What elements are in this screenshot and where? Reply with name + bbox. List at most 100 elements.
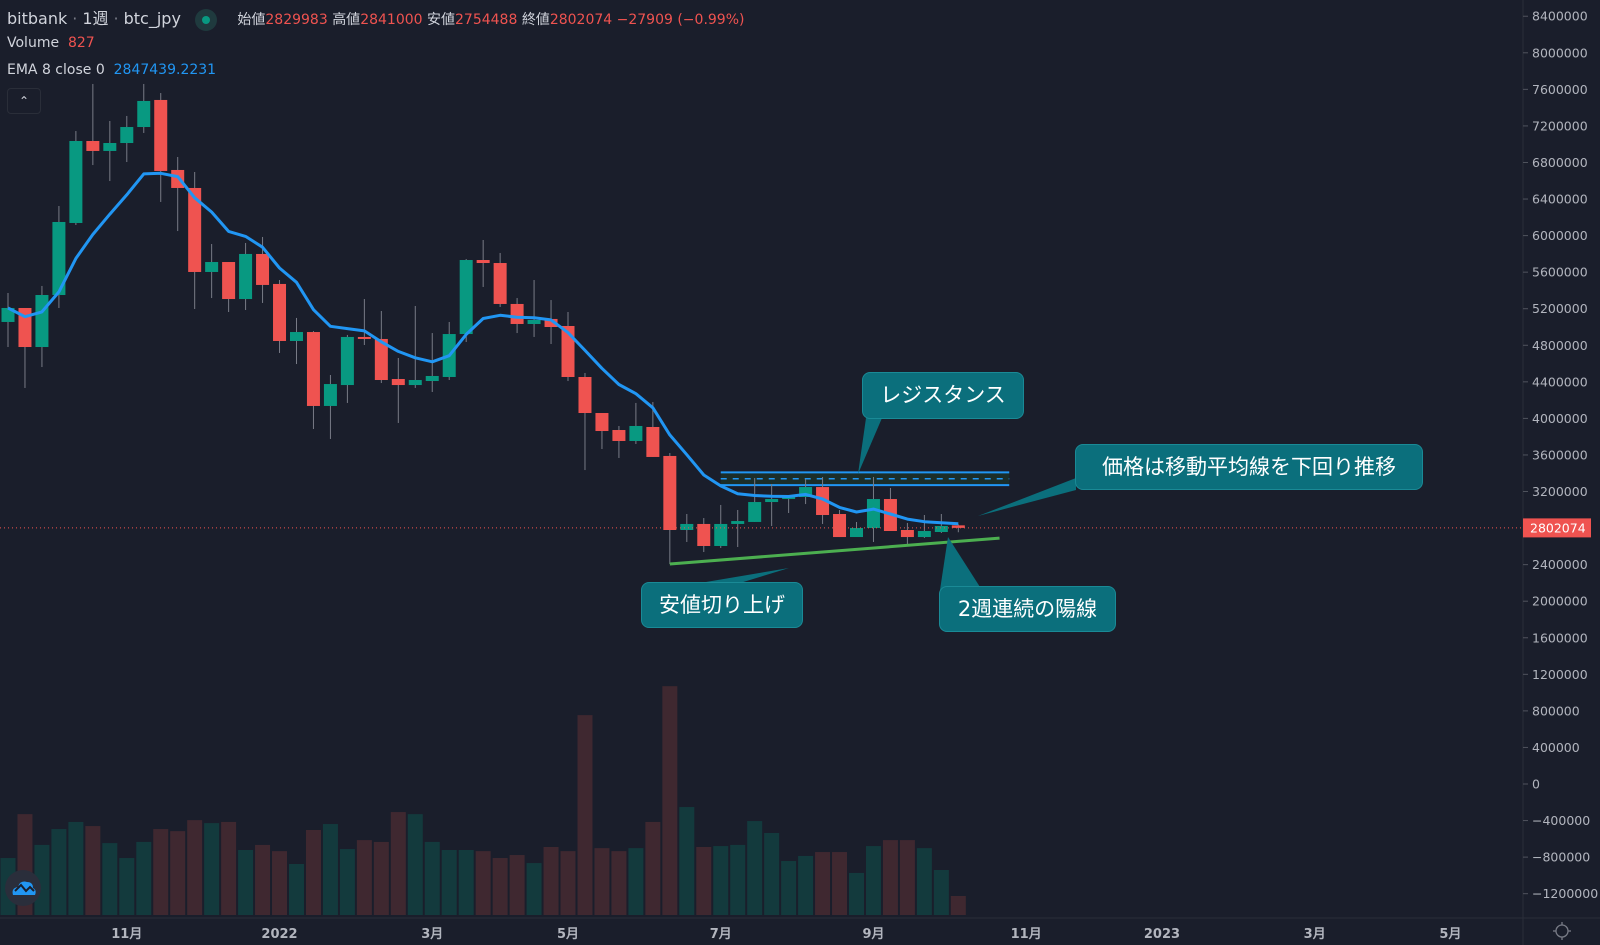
volume-bar [543, 846, 559, 915]
symbol-legend[interactable]: bitbank · 1週 · btc_jpy 始値2829983 高値2841000 安… [7, 5, 744, 31]
price-tick-label: 5600000 [1532, 265, 1588, 280]
candle-body [866, 499, 880, 528]
interval[interactable]: 1週 [82, 9, 109, 28]
candle-body [629, 425, 643, 441]
note-higher-lows[interactable]: 安値切り上げ [641, 582, 803, 628]
low-value: 2754488 [455, 12, 518, 28]
volume-bar [611, 851, 627, 915]
candle [850, 521, 863, 538]
price-tick-label: 7200000 [1532, 118, 1588, 133]
time-tick-label: 11月 [111, 927, 142, 942]
price-tick-label: 4800000 [1532, 338, 1588, 353]
volume-bar [407, 814, 423, 915]
candle [323, 374, 337, 439]
candle-body [748, 502, 762, 522]
volume-bar [356, 840, 372, 915]
volume-bar [645, 821, 661, 915]
candle [408, 305, 422, 388]
pointer-resistance [858, 418, 882, 474]
volume-legend[interactable]: Volume 827 [7, 35, 95, 51]
close-label: 終値 [521, 12, 550, 28]
candle [306, 331, 320, 430]
candle [120, 115, 134, 163]
close-value: 2802074 [549, 12, 613, 28]
symbol-name[interactable]: btc_jpy [123, 9, 181, 28]
change-value: −27909 (−0.99%) [616, 12, 745, 28]
candle-body [816, 487, 830, 516]
candle [137, 83, 151, 133]
note-text: 価格は移動平均線を下回り推移 [1102, 455, 1396, 479]
pointer-below-ma [978, 478, 1076, 516]
price-tick-label: 2400000 [1532, 557, 1588, 572]
candle-body [239, 253, 253, 300]
volume-bar [221, 821, 237, 915]
candle [239, 243, 253, 310]
note-resistance[interactable]: レジスタンス [862, 372, 1024, 419]
time-tick-label: 3月 [421, 927, 443, 942]
candle [578, 372, 592, 471]
volume-bar [187, 820, 203, 915]
tradingview-cloud-logo-icon[interactable] [5, 870, 41, 906]
open-value: 2829983 [265, 12, 328, 28]
volume-bar [102, 843, 118, 915]
volume-bar [424, 841, 440, 915]
candle [900, 522, 914, 544]
ema-legend[interactable]: EMA 8 close 0 2847439.2231 [7, 62, 216, 78]
volume-bar [85, 826, 101, 915]
volume-bar [390, 812, 406, 915]
candle [340, 334, 354, 403]
candle [561, 312, 575, 382]
candle-body [323, 384, 337, 406]
gear-icon[interactable] [1552, 921, 1572, 941]
candle [493, 252, 507, 307]
volume-bar [373, 841, 389, 915]
note-text: レジスタンス [880, 383, 1006, 407]
candle-body [544, 318, 558, 327]
candle [527, 280, 541, 337]
candle [86, 83, 100, 166]
price-tick-label: 1600000 [1532, 630, 1588, 645]
resistance-band[interactable] [720, 471, 1010, 487]
volume-bar [458, 849, 474, 915]
volume-bar [764, 832, 780, 915]
price-tick-label: 3200000 [1532, 484, 1588, 499]
price-tick-label: 8400000 [1532, 9, 1588, 24]
candle-body [697, 523, 711, 546]
volume-bar [492, 858, 508, 915]
ema-value: 2847439.2231 [113, 62, 217, 78]
price-tick-label: 6000000 [1532, 228, 1588, 243]
last-price-badge: 2802074 [1523, 518, 1591, 538]
candle-body [289, 332, 303, 341]
candle [629, 402, 643, 444]
candle [222, 262, 236, 313]
price-tick-label: 8000000 [1532, 45, 1588, 60]
time-tick-label: 3月 [1304, 927, 1326, 942]
price-tick-label: 0 [1532, 777, 1540, 792]
note-below-ma[interactable]: 価格は移動平均線を下回り推移 [1075, 444, 1423, 490]
volume-bar [526, 863, 542, 915]
candle [154, 93, 168, 202]
time-axis[interactable]: 11月 2022 3月 5月 7月 9月 11月 2023 3月 5月 [111, 927, 1461, 942]
candle [765, 484, 779, 526]
price-tick-label: 1200000 [1532, 667, 1588, 682]
volume-bar [238, 849, 254, 915]
note-two-week-bull[interactable]: 2週連続の陽線 [939, 586, 1116, 632]
volume-bar [339, 849, 355, 915]
candle-body [391, 379, 405, 386]
exchange-name: bitbank [7, 9, 68, 28]
last-price-label: 2802074 [1530, 520, 1586, 535]
price-tick-label: 7600000 [1532, 82, 1588, 97]
candle [357, 299, 371, 346]
volume-bar [798, 855, 814, 915]
volume-bar [288, 863, 304, 915]
price-axis[interactable]: 8400000800000076000007200000680000064000… [1523, 9, 1598, 901]
time-tick-label: 5月 [557, 927, 579, 942]
volume-bar [136, 841, 152, 915]
support-trendline[interactable] [669, 536, 1000, 566]
candle [103, 120, 117, 182]
candle-body [103, 143, 117, 151]
volume-bar [849, 872, 864, 915]
candle [833, 509, 847, 538]
collapse-legend-button[interactable]: ⌃ [7, 88, 41, 114]
